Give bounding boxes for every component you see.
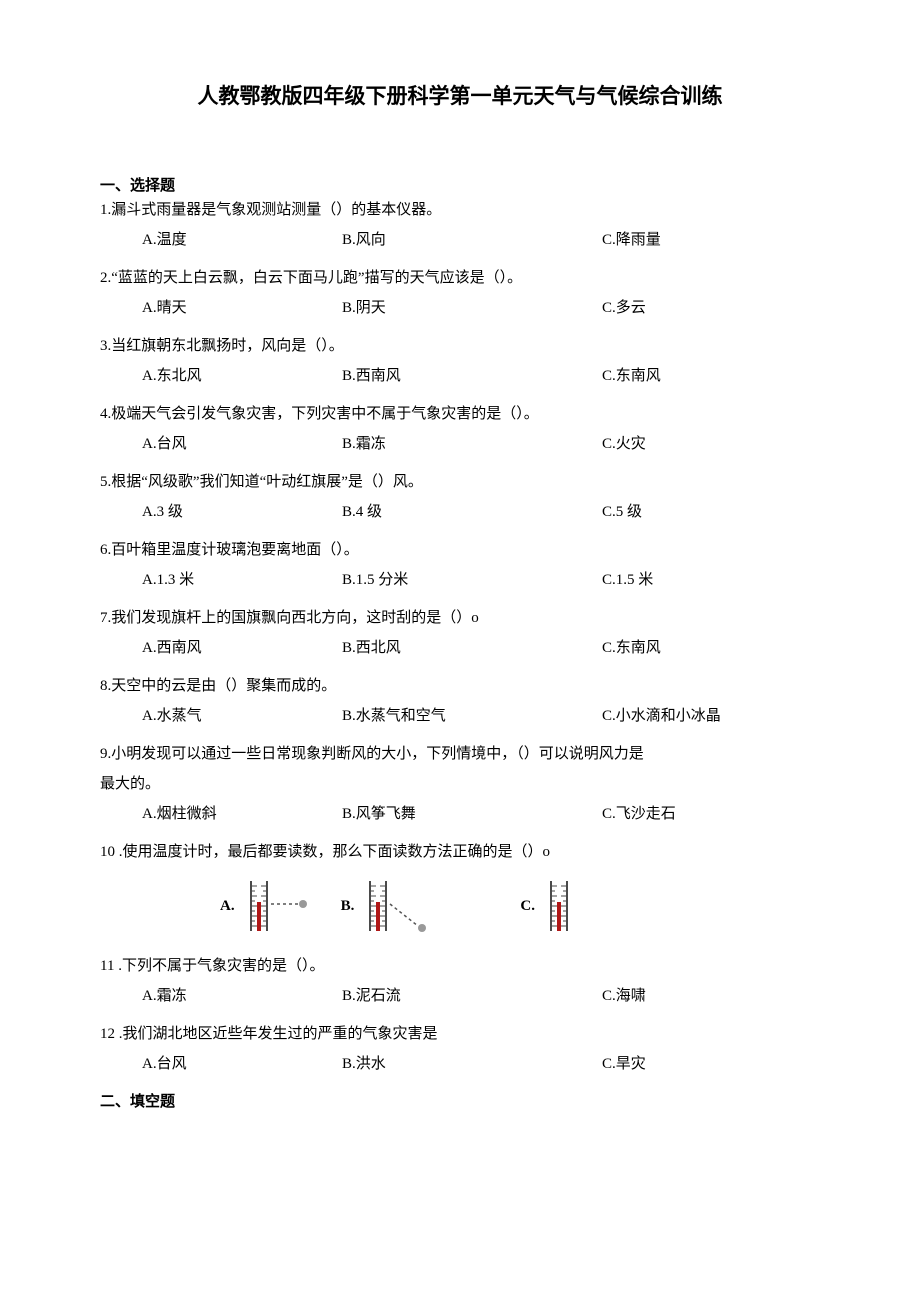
options-row: A.西南风B.西北风C.东南风 xyxy=(100,636,820,660)
question-text: 4.极端天气会引发气象灾害，下列灾害中不属于气象灾害的是（）。 xyxy=(100,402,820,426)
option-c: C.1.5 米 xyxy=(602,568,820,592)
option-b: B.泥石流 xyxy=(342,984,602,1008)
options-row: A.东北风B.西南风C.东南风 xyxy=(100,364,820,388)
question-text: 3.当红旗朝东北飘扬时，风向是（）。 xyxy=(100,334,820,358)
option-b: B.洪水 xyxy=(342,1052,602,1076)
question-text: 12 .我们湖北地区近些年发生过的严重的气象灾害是 xyxy=(100,1022,820,1046)
question-text: 8.天空中的云是由（）聚集而成的。 xyxy=(100,674,820,698)
question: 11 .下列不属于气象灾害的是（）。 A.霜冻B.泥石流C.海啸 xyxy=(100,954,820,1008)
option-c: C.东南风 xyxy=(602,636,820,660)
section-1-heading: 一、选择题 xyxy=(100,174,820,198)
options-row: A.晴天B.阴天C.多云 xyxy=(100,296,820,320)
option-b: B.风筝飞舞 xyxy=(342,802,602,826)
question: 3.当红旗朝东北飘扬时，风向是（）。 A.东北风B.西南风C.东南风 xyxy=(100,334,820,388)
option-a: A.东北风 xyxy=(142,364,342,388)
thermometer-images-row: A. B. xyxy=(100,876,820,936)
option-c: C.5 级 xyxy=(602,500,820,524)
question-text: 10 .使用温度计时，最后都要读数，那么下面读数方法正确的是（）o xyxy=(100,840,820,864)
option-b: B.西南风 xyxy=(342,364,602,388)
option-c: C.旱灾 xyxy=(602,1052,820,1076)
question: 8.天空中的云是由（）聚集而成的。 A.水蒸气B.水蒸气和空气C.小水滴和小冰晶 xyxy=(100,674,820,728)
options-row: A.烟柱微斜B.风筝飞舞C.飞沙走石 xyxy=(100,802,820,826)
option-a: A.1.3 米 xyxy=(142,568,342,592)
option-a: A.台风 xyxy=(142,1052,342,1076)
thermometer-diagram-icon xyxy=(360,876,430,936)
question-text: 1.漏斗式雨量器是气象观测站测量（）的基本仪器。 xyxy=(100,198,820,222)
options-row: A.水蒸气B.水蒸气和空气C.小水滴和小冰晶 xyxy=(100,704,820,728)
option-b: B.阴天 xyxy=(342,296,602,320)
section-2-heading: 二、填空题 xyxy=(100,1090,820,1114)
option-c: C.小水滴和小冰晶 xyxy=(602,704,820,728)
option-b: B.西北风 xyxy=(342,636,602,660)
option-c: C.多云 xyxy=(602,296,820,320)
option-a: A.霜冻 xyxy=(142,984,342,1008)
options-row: A.台风B.洪水C.旱灾 xyxy=(100,1052,820,1076)
options-row: A.1.3 米B.1.5 分米C.1.5 米 xyxy=(100,568,820,592)
question: 1.漏斗式雨量器是气象观测站测量（）的基本仪器。 A.温度B.风向C.降雨量 xyxy=(100,198,820,252)
question: 7.我们发现旗杆上的国旗飘向西北方向，这时刮的是（）o A.西南风B.西北风C.东… xyxy=(100,606,820,660)
question-text: 2.“蓝蓝的天上白云飘，白云下面马儿跑”描写的天气应该是（）。 xyxy=(100,266,820,290)
option-b: B.4 级 xyxy=(342,500,602,524)
question: 9.小明发现可以通过一些日常现象判断风的大小，下列情境中，（）可以说明风力是最大… xyxy=(100,742,820,826)
option-b: B.水蒸气和空气 xyxy=(342,704,602,728)
thermometer-diagram-icon xyxy=(541,876,611,936)
option-b: B.风向 xyxy=(342,228,602,252)
question-text: 9.小明发现可以通过一些日常现象判断风的大小，下列情境中，（）可以说明风力是 xyxy=(100,742,820,766)
question: 2.“蓝蓝的天上白云飘，白云下面马儿跑”描写的天气应该是（）。 A.晴天B.阴天C… xyxy=(100,266,820,320)
option-a: A.水蒸气 xyxy=(142,704,342,728)
question: 12 .我们湖北地区近些年发生过的严重的气象灾害是 A.台风B.洪水C.旱灾 xyxy=(100,1022,820,1076)
thermometer-diagram-icon xyxy=(241,876,311,936)
option-a: A.3 级 xyxy=(142,500,342,524)
options-row: A.台风B.霜冻C.火灾 xyxy=(100,432,820,456)
option-label-c: C. xyxy=(520,894,535,918)
option-c: C.火灾 xyxy=(602,432,820,456)
question: 5.根据“风级歌”我们知道“叶动红旗展”是（）风。 A.3 级B.4 级C.5 级 xyxy=(100,470,820,524)
options-row: A.霜冻B.泥石流C.海啸 xyxy=(100,984,820,1008)
option-b: B.霜冻 xyxy=(342,432,602,456)
options-row: A.3 级B.4 级C.5 级 xyxy=(100,500,820,524)
option-c-image: C. xyxy=(520,876,611,936)
option-a: A.温度 xyxy=(142,228,342,252)
option-label-b: B. xyxy=(341,894,355,918)
option-a-image: A. xyxy=(220,876,311,936)
option-a: A.烟柱微斜 xyxy=(142,802,342,826)
option-b: B.1.5 分米 xyxy=(342,568,602,592)
question-text: 6.百叶箱里温度计玻璃泡要离地面（）。 xyxy=(100,538,820,562)
option-a: A.晴天 xyxy=(142,296,342,320)
option-c: C.飞沙走石 xyxy=(602,802,820,826)
question-text: 7.我们发现旗杆上的国旗飘向西北方向，这时刮的是（）o xyxy=(100,606,820,630)
option-b-image: B. xyxy=(341,876,431,936)
option-c: C.海啸 xyxy=(602,984,820,1008)
question: 6.百叶箱里温度计玻璃泡要离地面（）。 A.1.3 米B.1.5 分米C.1.5 … xyxy=(100,538,820,592)
question-text-continued: 最大的。 xyxy=(100,772,820,796)
question: 4.极端天气会引发气象灾害，下列灾害中不属于气象灾害的是（）。 A.台风B.霜冻C… xyxy=(100,402,820,456)
options-row: A.温度B.风向C.降雨量 xyxy=(100,228,820,252)
option-c: C.东南风 xyxy=(602,364,820,388)
option-c: C.降雨量 xyxy=(602,228,820,252)
question-text: 5.根据“风级歌”我们知道“叶动红旗展”是（）风。 xyxy=(100,470,820,494)
option-a: A.西南风 xyxy=(142,636,342,660)
question: 10 .使用温度计时，最后都要读数，那么下面读数方法正确的是（）o A. B. xyxy=(100,840,820,936)
option-a: A.台风 xyxy=(142,432,342,456)
question-text: 11 .下列不属于气象灾害的是（）。 xyxy=(100,954,820,978)
option-label-a: A. xyxy=(220,894,235,918)
questions-container: 1.漏斗式雨量器是气象观测站测量（）的基本仪器。 A.温度B.风向C.降雨量 2.“… xyxy=(100,198,820,1076)
page-title: 人教鄂教版四年级下册科学第一单元天气与气候综合训练 xyxy=(100,80,820,114)
